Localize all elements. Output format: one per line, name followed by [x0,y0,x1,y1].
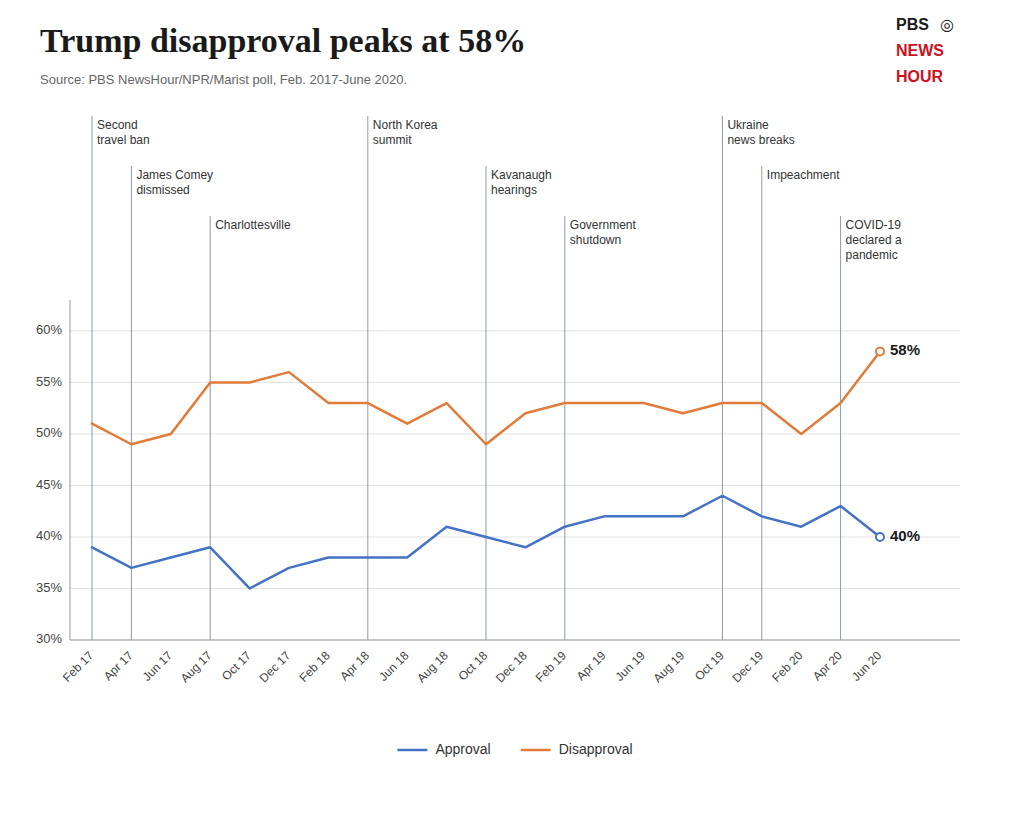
data-label: 58% [890,341,920,358]
grid-line [70,588,960,589]
legend-label: Disapproval [559,741,633,757]
y-tick-label: 50% [36,425,62,440]
x-tick-label: Dec 19 [729,648,766,685]
annotation: Secondtravel ban [97,118,150,147]
y-tick-label: 40% [36,528,62,543]
grid-line [70,485,960,486]
annotation-line [486,166,487,640]
annotation: Impeachment [767,168,840,182]
series-line [92,496,880,589]
grid: 30% 35% 40% 45% 50% 55% 60% [36,322,960,646]
annotation-line-text: summit [373,133,412,147]
x-tick-label: Dec 18 [493,648,530,685]
annotation-line-text: Ukraine [727,118,769,132]
annotation-line-text: James Comey [136,168,213,182]
annotation-line-text: Charlottesville [215,218,291,232]
y-tick-label: 60% [36,322,62,337]
annotation-line-text: dismissed [136,183,189,197]
legend-item: Disapproval [521,741,633,757]
annotation-line [210,216,211,640]
x-tick-label: Apr 19 [574,648,609,683]
title: Trump disapproval peaks at 58% [40,22,526,59]
annotation: Kavanaughhearings [491,168,552,197]
y-tick-label: 35% [36,580,62,595]
annotation: North Koreasummit [373,118,438,147]
annotation: Ukrainenews breaks [727,118,794,147]
annotation: COVID-19declared apandemic [846,218,902,262]
x-tick-label: Jun 20 [849,648,885,684]
annotation: Charlottesville [215,218,291,232]
logo-text: ◎ [940,16,954,33]
annotation-line-text: pandemic [846,248,898,262]
page: {"chart_data": { "type": "line", "title"… [0,0,1024,817]
y-tick-label: 45% [36,477,62,492]
annotation-line-text: news breaks [727,133,794,147]
annotation-line [564,216,565,640]
x-tick-label: Apr 18 [337,648,372,683]
y-axis-line [70,300,71,640]
end-dot [876,348,884,356]
grid-line [70,330,960,331]
legend-swatch [521,749,551,752]
grid-line [70,536,960,537]
x-tick-label: Apr 20 [810,648,845,683]
legend-label: Approval [435,741,490,757]
annotation-line-text: Government [570,218,637,232]
annotation-line-text: COVID-19 [846,218,902,232]
logo: PBS ◎ NEWS HOUR [896,16,954,85]
legend-item: Approval [397,741,490,757]
grid-line [70,640,960,641]
x-tick-label: Jun 19 [613,648,649,684]
y-tick-label: 55% [36,374,62,389]
annotation-line-text: Second [97,118,138,132]
annotation-line-text: travel ban [97,133,150,147]
annotations: Secondtravel ban James Comeydismissed Char… [92,116,902,640]
annotation-line-text: Impeachment [767,168,840,182]
data-label: 40% [890,527,920,544]
logo-text: HOUR [896,68,944,85]
plot-area [92,348,884,589]
annotation-line-text: declared a [846,233,902,247]
annotation-line [367,116,368,640]
y-tick-label: 30% [36,631,62,646]
x-tick-label: Feb 20 [769,648,806,685]
grid-line [70,382,960,383]
x-tick-label: Dec 17 [257,648,294,685]
annotation: James Comeydismissed [136,168,213,197]
annotation-line [840,216,841,640]
annotation-line-text: hearings [491,183,537,197]
x-tick-label: Feb 17 [60,648,97,685]
x-axis-line [70,640,960,641]
x-tick-label: Aug 17 [178,648,215,685]
source: Source: PBS NewsHour/NPR/Marist poll, Fe… [40,72,407,87]
x-tick-label: Oct 17 [219,648,254,683]
annotation-line [92,116,93,640]
x-tick-label: Feb 18 [296,648,333,685]
x-tick-label: Oct 19 [692,648,727,683]
series-line [92,352,880,445]
x-tick-label: Oct 18 [455,648,490,683]
x-tick-label: Jun 18 [376,648,412,684]
x-tick-label: Jun 17 [140,648,176,684]
annotation-line-text: shutdown [570,233,621,247]
end-dot [876,533,884,541]
annotation-line-text: Kavanaugh [491,168,552,182]
data-labels: 58% 40% [890,341,920,543]
x-axis: Feb 17Apr 17Jun 17Aug 17Oct 17Dec 17Feb … [60,648,885,685]
x-tick-label: Aug 18 [414,648,451,685]
x-tick-label: Feb 19 [533,648,570,685]
x-tick-label: Aug 19 [651,648,688,685]
x-tick-label: Apr 17 [101,648,136,683]
annotation-line [722,116,723,640]
logo-text: PBS [896,16,929,33]
annotation-line-text: North Korea [373,118,438,132]
grid-line [70,433,960,434]
logo-text: NEWS [896,42,944,59]
chart: Trump disapproval peaks at 58% Source: PB… [0,0,1024,817]
legend-swatch [397,749,427,752]
legend: Approval Disapproval [397,741,632,757]
annotation: Governmentshutdown [570,218,637,247]
